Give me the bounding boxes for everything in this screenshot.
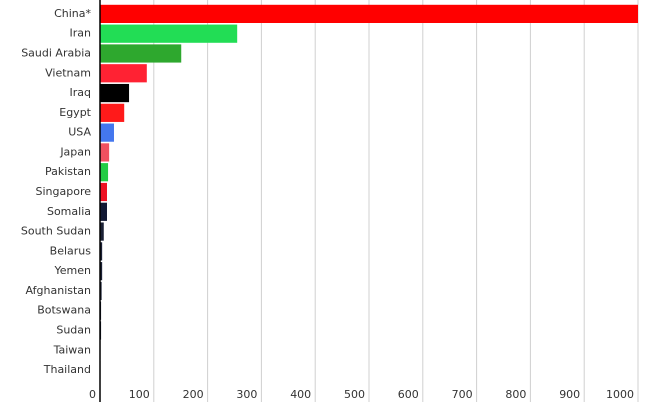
bar (100, 44, 182, 63)
x-tick-label: 1000 (606, 388, 634, 401)
y-tick-label: Pakistan (45, 165, 91, 178)
bar (100, 163, 109, 182)
y-tick-label: Thailand (43, 363, 91, 376)
y-tick-label: China* (54, 7, 91, 20)
bar (100, 202, 107, 221)
y-tick-label: Saudi Arabia (21, 46, 91, 59)
x-tick-label: 0 (89, 388, 96, 401)
y-tick-label: Vietnam (45, 66, 91, 79)
x-tick-label: 300 (236, 388, 257, 401)
bar (100, 242, 103, 261)
bar (100, 222, 104, 241)
y-tick-label: Belarus (50, 244, 92, 257)
y-tick-label: Iraq (70, 86, 92, 99)
y-tick-label: South Sudan (21, 225, 91, 238)
y-tick-label: Yemen (54, 264, 92, 277)
x-tick-label: 600 (398, 388, 419, 401)
y-tick-label: Botswana (37, 304, 91, 317)
y-tick-label: Somalia (47, 205, 91, 218)
x-tick-label: 200 (183, 388, 204, 401)
bar (100, 123, 114, 142)
x-tick-label: 500 (344, 388, 365, 401)
y-tick-label: Iran (70, 27, 92, 40)
bar (100, 103, 125, 122)
y-tick-label: Taiwan (53, 343, 91, 356)
bar (100, 281, 102, 301)
bar (100, 64, 147, 83)
bar (100, 143, 110, 162)
bar (100, 262, 103, 281)
bar (100, 182, 107, 202)
x-tick-label: 900 (559, 388, 580, 401)
y-tick-label: Afghanistan (26, 284, 92, 297)
y-tick-label: Egypt (59, 106, 91, 119)
bar (100, 4, 638, 23)
y-tick-label: Japan (59, 145, 91, 158)
y-tick-label: Singapore (36, 185, 92, 198)
x-tick-label: 400 (290, 388, 311, 401)
x-tick-label: 100 (129, 388, 150, 401)
bar (100, 83, 130, 103)
y-tick-label: Sudan (56, 324, 91, 337)
bar (100, 24, 238, 43)
x-tick-label: 700 (452, 388, 473, 401)
x-tick-label: 800 (505, 388, 526, 401)
y-tick-label: USA (68, 126, 91, 139)
